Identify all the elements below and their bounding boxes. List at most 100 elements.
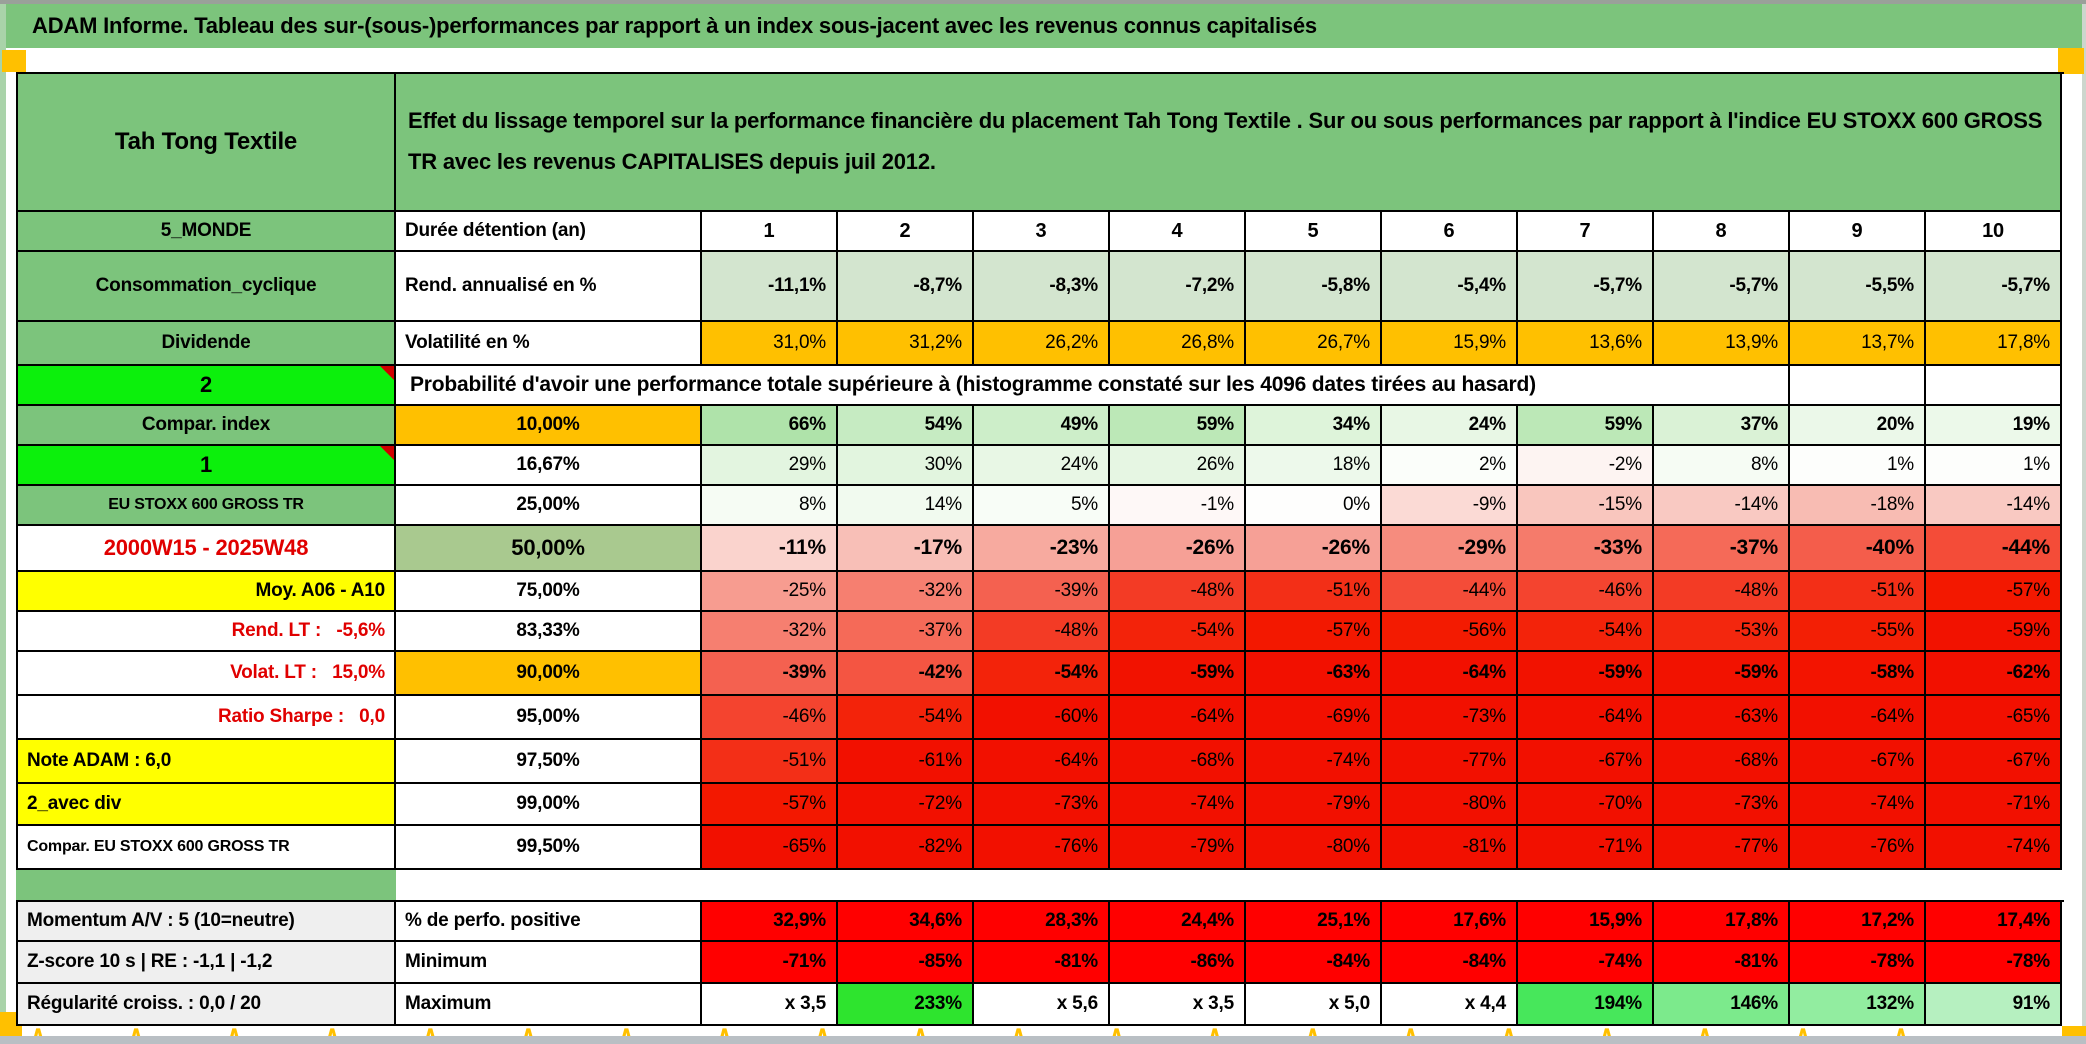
value-cell[interactable]: -70% [1518,784,1654,826]
value-cell[interactable]: -65% [1926,696,2062,740]
value-cell[interactable]: 54% [838,406,974,446]
value-cell[interactable]: -58% [1790,652,1926,696]
value-cell[interactable]: -78% [1790,942,1926,984]
duration-cell[interactable]: 6 [1382,212,1518,252]
value-cell[interactable]: 34% [1246,406,1382,446]
value-cell[interactable]: 17,2% [1790,902,1926,942]
value-cell[interactable]: x 5,6 [974,984,1110,1026]
value-cell[interactable]: -79% [1246,784,1382,826]
value-cell[interactable]: -65% [702,826,838,870]
value-cell[interactable]: 8% [702,486,838,526]
metric-label-cell[interactable]: 83,33% [396,612,702,652]
value-cell[interactable]: -18% [1790,486,1926,526]
value-cell[interactable]: -5,5% [1790,252,1926,322]
value-cell[interactable]: 37% [1654,406,1790,446]
value-cell[interactable]: 132% [1790,984,1926,1026]
value-cell[interactable]: -15% [1518,486,1654,526]
value-cell[interactable]: -73% [1382,696,1518,740]
row-label-cell[interactable]: Ratio Sharpe : 0,0 [18,696,396,740]
value-cell[interactable]: 24% [974,446,1110,486]
value-cell[interactable]: 17,6% [1382,902,1518,942]
value-cell[interactable]: -71% [1926,784,2062,826]
value-cell[interactable]: 24,4% [1110,902,1246,942]
value-cell[interactable]: -81% [1382,826,1518,870]
value-cell[interactable]: 31,2% [838,322,974,366]
value-cell[interactable]: -46% [1518,572,1654,612]
value-cell[interactable]: -73% [1654,784,1790,826]
duration-cell[interactable]: 10 [1926,212,2062,252]
value-cell[interactable]: 146% [1654,984,1790,1026]
value-cell[interactable]: -48% [974,612,1110,652]
value-cell[interactable]: -84% [1382,942,1518,984]
value-cell[interactable]: -54% [1518,612,1654,652]
metric-label-cell[interactable]: 97,50% [396,740,702,784]
metric-label-cell[interactable]: 95,00% [396,696,702,740]
metric-label-cell[interactable]: 25,00% [396,486,702,526]
duration-cell[interactable]: 1 [702,212,838,252]
value-cell[interactable]: 13,6% [1518,322,1654,366]
value-cell[interactable]: -77% [1654,826,1790,870]
value-cell[interactable]: -39% [974,572,1110,612]
value-cell[interactable]: -84% [1246,942,1382,984]
value-cell[interactable]: x 4,4 [1382,984,1518,1026]
value-cell[interactable]: -14% [1654,486,1790,526]
value-cell[interactable]: 26,8% [1110,322,1246,366]
value-cell[interactable]: -74% [1518,942,1654,984]
value-cell[interactable]: 20% [1790,406,1926,446]
row-label-cell[interactable]: Volat. LT : 15,0% [18,652,396,696]
row-label-cell[interactable]: Momentum A/V : 5 (10=neutre) [18,902,396,942]
value-cell[interactable]: -17% [838,526,974,572]
value-cell[interactable]: 1% [1790,446,1926,486]
value-cell[interactable]: 1% [1926,446,2062,486]
value-cell[interactable]: -54% [838,696,974,740]
value-cell[interactable]: -56% [1382,612,1518,652]
value-cell[interactable]: -40% [1790,526,1926,572]
row-label-cell[interactable]: EU STOXX 600 GROSS TR [18,486,396,526]
value-cell[interactable]: -42% [838,652,974,696]
value-cell[interactable]: 25,1% [1246,902,1382,942]
value-cell[interactable]: -77% [1382,740,1518,784]
metric-label-cell[interactable]: Rend. annualisé en % [396,252,702,322]
metric-label-cell[interactable]: 99,50% [396,826,702,870]
row-label-cell[interactable]: Compar. index [18,406,396,446]
value-cell[interactable]: -29% [1382,526,1518,572]
value-cell[interactable]: -5,8% [1246,252,1382,322]
value-cell[interactable]: -64% [1790,696,1926,740]
value-cell[interactable]: -57% [1246,612,1382,652]
metric-label-cell[interactable]: 75,00% [396,572,702,612]
value-cell[interactable]: -68% [1110,740,1246,784]
value-cell[interactable]: 26,2% [974,322,1110,366]
duration-cell[interactable]: 5 [1246,212,1382,252]
probability-caption-cell[interactable]: Probabilité d'avoir une performance tota… [396,366,1790,406]
metric-label-cell[interactable]: Volatilité en % [396,322,702,366]
value-cell[interactable]: -64% [1110,696,1246,740]
row-label-cell[interactable]: Régularité croiss. : 0,0 / 20 [18,984,396,1026]
value-cell[interactable]: 59% [1518,406,1654,446]
value-cell[interactable]: -37% [1654,526,1790,572]
value-cell[interactable]: -64% [974,740,1110,784]
row-label-cell[interactable]: Moy. A06 - A10 [18,572,396,612]
value-cell[interactable]: 194% [1518,984,1654,1026]
metric-label-cell[interactable]: 99,00% [396,784,702,826]
value-cell[interactable]: 8% [1654,446,1790,486]
value-cell[interactable]: 13,9% [1654,322,1790,366]
value-cell[interactable]: -67% [1790,740,1926,784]
duration-cell[interactable]: 7 [1518,212,1654,252]
row-label-cell[interactable]: 1 [18,446,396,486]
value-cell[interactable]: -80% [1246,826,1382,870]
value-cell[interactable]: -73% [974,784,1110,826]
value-cell[interactable]: -32% [702,612,838,652]
empty-cell[interactable] [1790,366,1926,406]
value-cell[interactable]: 13,7% [1790,322,1926,366]
value-cell[interactable]: 32,9% [702,902,838,942]
value-cell[interactable]: 28,3% [974,902,1110,942]
metric-label-cell[interactable]: 50,00% [396,526,702,572]
value-cell[interactable]: -81% [1654,942,1790,984]
metric-label-cell[interactable]: % de perfo. positive [396,902,702,942]
value-cell[interactable]: -5,7% [1654,252,1790,322]
metric-label-cell[interactable]: 90,00% [396,652,702,696]
value-cell[interactable]: -59% [1654,652,1790,696]
value-cell[interactable]: 17,8% [1926,322,2062,366]
value-cell[interactable]: -74% [1926,826,2062,870]
duration-cell[interactable]: 4 [1110,212,1246,252]
